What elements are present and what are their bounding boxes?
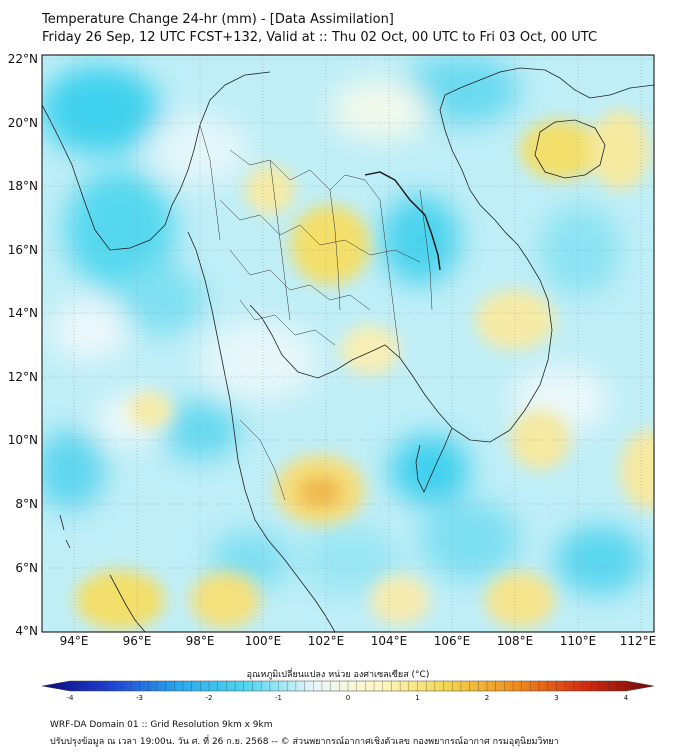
footer-credit: ปรับปรุงข้อมูล ณ เวลา 19:00น. วัน ศ. ที่… (50, 737, 559, 747)
lon-label: 102°E (307, 634, 345, 648)
lat-label: 10°N (7, 433, 38, 447)
map-subtitle: Friday 26 Sep, 12 UTC FCST+132, Valid at… (42, 30, 598, 45)
colorbar-tick-label: 3 (554, 694, 559, 702)
map-title: Temperature Change 24-hr (mm) - [Data As… (42, 12, 394, 27)
map-frame (41, 54, 655, 633)
colorbar-tick-label: -3 (136, 694, 143, 702)
colorbar (41, 680, 655, 692)
colorbar-tick-label: 4 (623, 694, 629, 702)
lat-label: 18°N (7, 179, 38, 193)
graticule (42, 55, 654, 632)
lat-label: 22°N (7, 52, 38, 66)
lat-label: 14°N (7, 306, 38, 320)
lon-label: 106°E (433, 634, 471, 648)
lon-label: 108°E (496, 634, 534, 648)
lat-label: 6°N (15, 561, 38, 575)
lon-label: 98°E (185, 634, 215, 648)
lat-label: 12°N (7, 370, 38, 384)
colorbar-tick-label: 2 (484, 694, 490, 702)
mekong-border (364, 171, 441, 271)
province-boundaries (199, 124, 433, 501)
lat-label: 4°N (15, 624, 38, 638)
colorbar-tick-label: 1 (415, 694, 420, 702)
colorbar-tick-label: -2 (205, 694, 213, 702)
lon-label: 112°E (619, 634, 657, 648)
colorbar-tick-label: -4 (66, 694, 74, 702)
colorbar-tick-label: 0 (345, 694, 351, 702)
lon-label: 94°E (59, 634, 89, 648)
lon-label: 110°E (559, 634, 597, 648)
lat-label: 16°N (7, 243, 38, 257)
colorbar-title: อุณหภูมิเปลี่ยนแปลง หน่วย องศาเซลเซียส (… (246, 670, 430, 680)
lat-label: 20°N (7, 116, 38, 130)
coastline-lines (42, 67, 654, 632)
lon-label: 104°E (370, 634, 408, 648)
lon-label: 100°E (244, 634, 282, 648)
temperature-field (42, 55, 654, 632)
colorbar-tick-label: -1 (275, 694, 282, 702)
footer-model-info: WRF-DA Domain 01 :: Grid Resolution 9km … (50, 720, 273, 730)
lon-label: 96°E (122, 634, 152, 648)
lat-label: 8°N (15, 497, 38, 511)
